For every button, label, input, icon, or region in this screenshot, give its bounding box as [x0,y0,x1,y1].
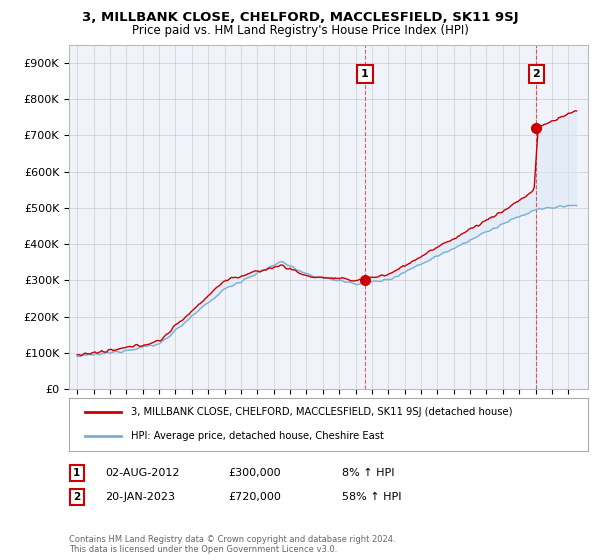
Text: £300,000: £300,000 [228,468,281,478]
Text: 3, MILLBANK CLOSE, CHELFORD, MACCLESFIELD, SK11 9SJ: 3, MILLBANK CLOSE, CHELFORD, MACCLESFIEL… [82,11,518,24]
Text: Price paid vs. HM Land Registry's House Price Index (HPI): Price paid vs. HM Land Registry's House … [131,24,469,37]
Text: HPI: Average price, detached house, Cheshire East: HPI: Average price, detached house, Ches… [131,431,384,441]
Text: 58% ↑ HPI: 58% ↑ HPI [342,492,401,502]
Text: 2: 2 [533,69,541,79]
Text: 02-AUG-2012: 02-AUG-2012 [105,468,179,478]
Text: 3, MILLBANK CLOSE, CHELFORD, MACCLESFIELD, SK11 9SJ (detached house): 3, MILLBANK CLOSE, CHELFORD, MACCLESFIEL… [131,408,513,418]
Text: £720,000: £720,000 [228,492,281,502]
Text: 2: 2 [73,492,80,502]
Text: 20-JAN-2023: 20-JAN-2023 [105,492,175,502]
Text: 8% ↑ HPI: 8% ↑ HPI [342,468,395,478]
Text: Contains HM Land Registry data © Crown copyright and database right 2024.
This d: Contains HM Land Registry data © Crown c… [69,535,395,554]
Text: 1: 1 [361,69,369,79]
Text: 1: 1 [73,468,80,478]
